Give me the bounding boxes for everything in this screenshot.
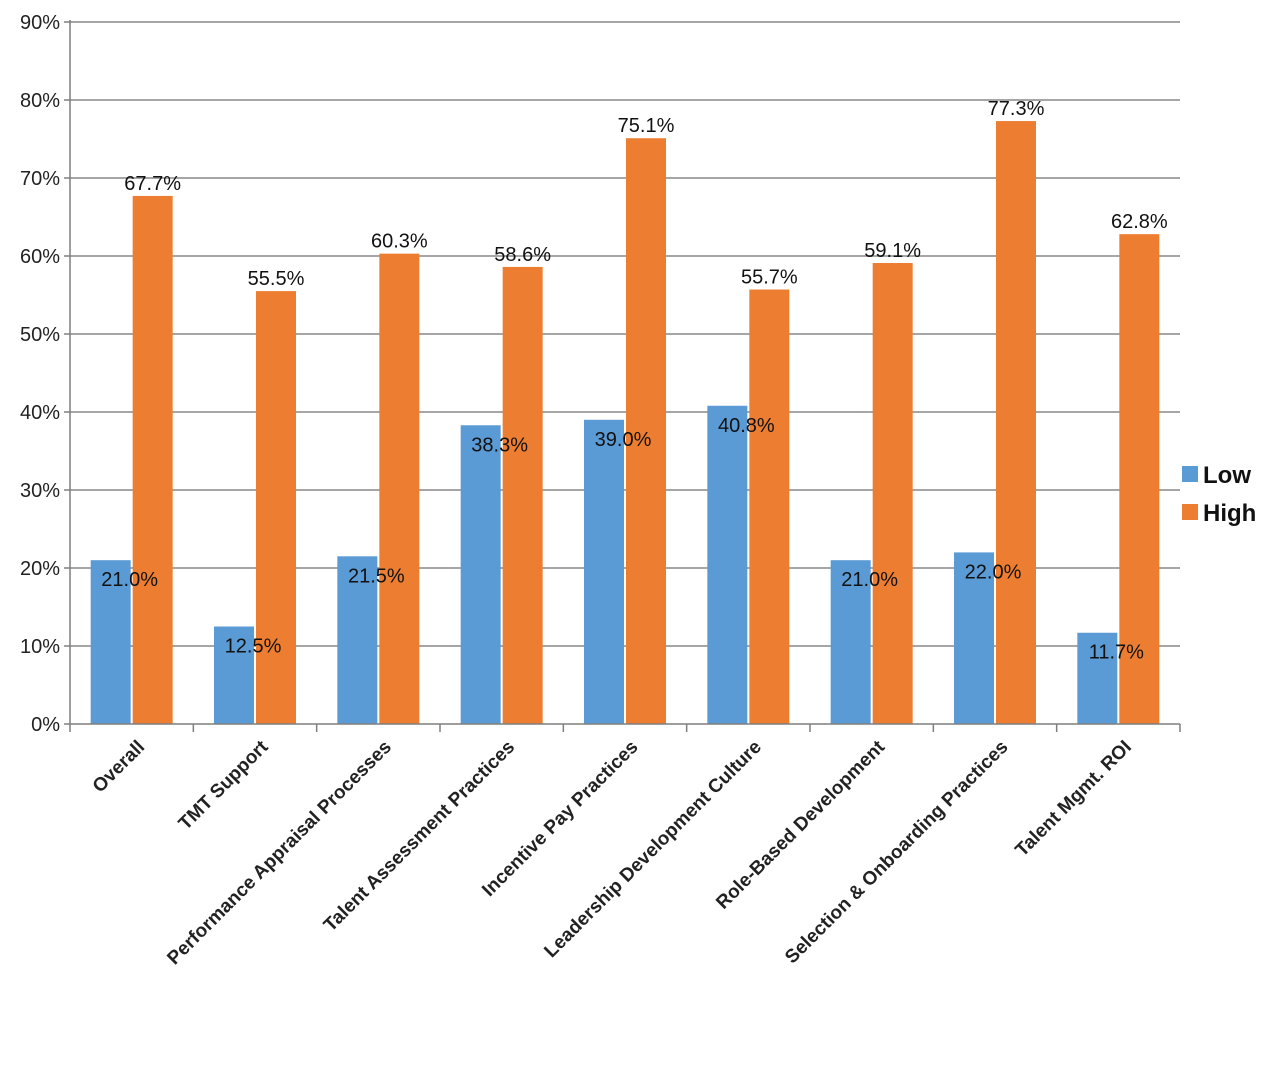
y-tick-label: 70% <box>20 168 60 190</box>
data-label-high: 67.7% <box>124 173 181 195</box>
data-label-high: 77.3% <box>988 98 1045 120</box>
bar-low <box>954 552 994 724</box>
y-tick-label: 60% <box>20 246 60 268</box>
y-axis-ticks: 0% 10% 20% 30% 40% 50% 60% 70% 80% 90% <box>20 12 70 736</box>
legend: Low High <box>1182 462 1256 527</box>
bar-low <box>337 556 378 724</box>
bar-high <box>996 121 1036 724</box>
bar-high <box>379 253 420 724</box>
data-label-low: 22.0% <box>965 561 1022 583</box>
bar-high <box>132 195 173 724</box>
data-label-high: 60.3% <box>371 231 428 253</box>
category-label: Selection & Onboarding Practices <box>781 737 1012 968</box>
y-tick-label: 90% <box>20 12 60 34</box>
data-label-high: 62.8% <box>1111 211 1168 233</box>
bar-low <box>214 626 254 724</box>
data-label-high: 75.1% <box>618 115 675 137</box>
bar-low <box>460 425 501 724</box>
legend-swatch-low <box>1182 466 1198 482</box>
category-label: Leadership Development Culture <box>540 737 765 962</box>
y-tick-label: 20% <box>20 558 60 580</box>
data-label-high: 55.5% <box>248 268 305 290</box>
data-label-low: 21.0% <box>101 569 158 591</box>
bar-high <box>502 266 543 724</box>
data-label-low: 21.0% <box>841 569 898 591</box>
bar-low <box>1077 632 1118 724</box>
data-label-high: 58.6% <box>494 244 551 266</box>
data-label-low: 40.8% <box>718 415 775 437</box>
data-label-low: 11.7% <box>1089 642 1144 664</box>
legend-swatch-high <box>1182 504 1198 520</box>
legend-label-high: High <box>1203 500 1256 527</box>
bar-high <box>626 138 666 725</box>
axes <box>69 20 1181 732</box>
data-label-low: 38.3% <box>471 434 528 456</box>
category-label: Talent Mgmt. ROI <box>1012 737 1136 861</box>
gridlines <box>70 21 1180 647</box>
data-label-high: 55.7% <box>741 267 798 289</box>
y-tick-label: 80% <box>20 90 60 112</box>
y-tick-label: 30% <box>20 480 60 502</box>
y-tick-label: 10% <box>20 636 60 658</box>
category-label: Performance Appraisal Processes <box>163 737 395 969</box>
bar-high <box>1119 234 1160 724</box>
y-tick-label: 50% <box>20 324 60 346</box>
data-label-high: 59.1% <box>864 240 921 262</box>
bar-low <box>830 560 871 724</box>
bar-high <box>749 289 790 724</box>
data-labels: 21.0% 12.5% 21.5% 38.3% 39.0% 40.8% 21.0% 22.0%… <box>101 98 1168 664</box>
legend-label-low: Low <box>1203 462 1251 489</box>
bar-low <box>707 405 748 724</box>
bar-low <box>90 560 131 724</box>
data-label-low: 12.5% <box>225 636 282 658</box>
category-label: TMT Support <box>175 736 273 834</box>
category-label: Overall <box>89 737 149 797</box>
bars <box>90 121 1160 725</box>
bar-high <box>872 263 913 724</box>
data-label-low: 21.5% <box>348 565 405 587</box>
y-tick-label: 40% <box>20 402 60 424</box>
bar-low <box>584 419 624 724</box>
data-label-low: 39.0% <box>595 429 652 451</box>
y-tick-label: 0% <box>31 714 60 736</box>
bar-high <box>256 291 296 724</box>
